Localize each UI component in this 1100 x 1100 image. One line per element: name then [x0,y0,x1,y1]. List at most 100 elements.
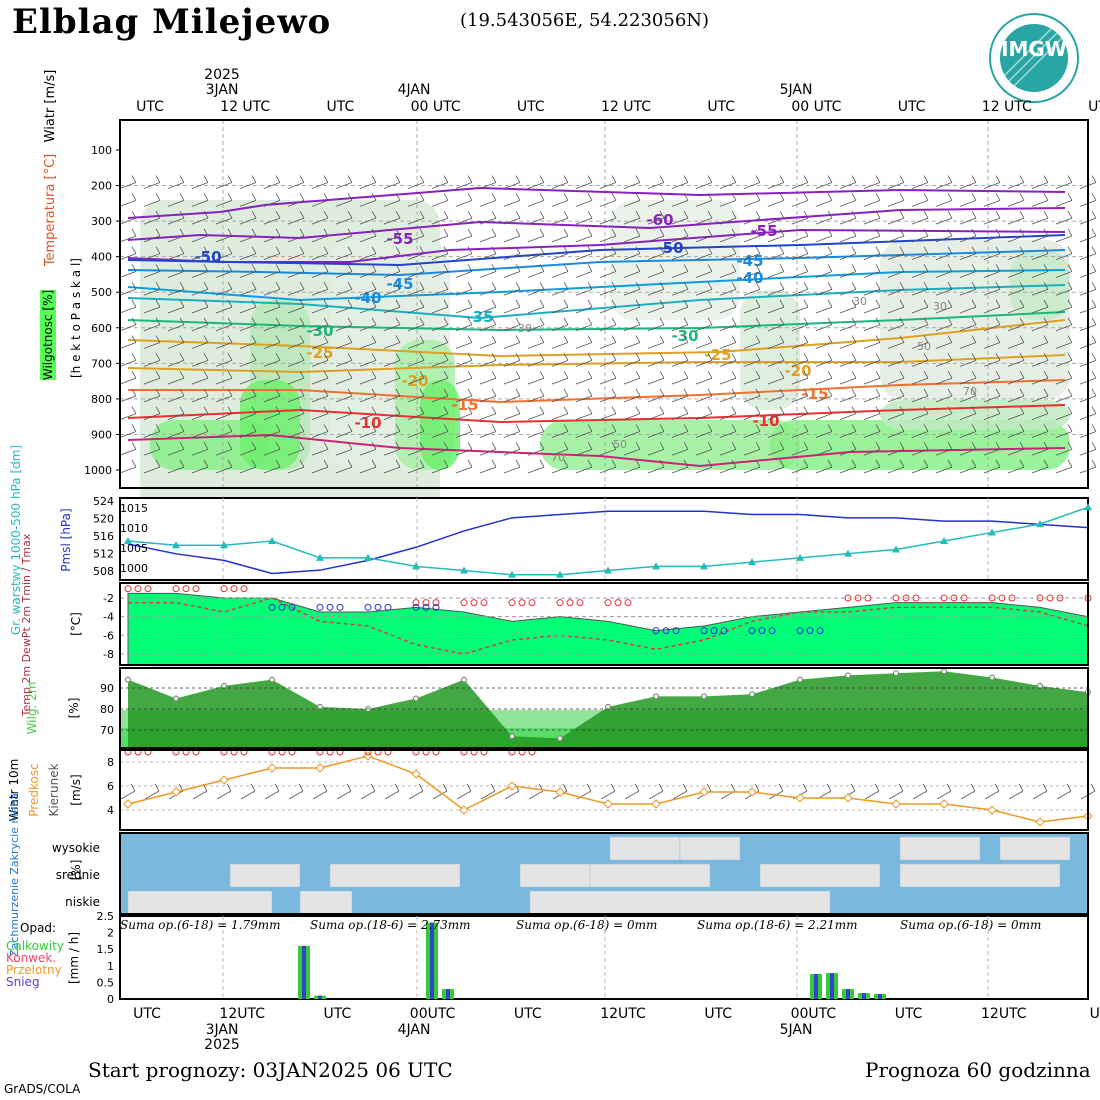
wind-barb [707,282,713,290]
wind-barb [431,413,449,421]
wind-barb [155,210,161,219]
wind-barb [563,370,569,379]
wind-barb [203,442,209,450]
wind-barb [371,370,377,379]
wind-barb [731,317,737,325]
wind-barb [563,264,569,272]
wind-barb [971,459,977,468]
wind-barb [395,353,401,361]
wind-barb [431,288,449,296]
wind-barb [479,395,497,403]
wind-barb [1031,288,1049,296]
wind-barb [587,264,593,272]
humidity-label: 30 [933,300,947,313]
wind-barb [251,282,257,290]
wind-barb [983,217,1001,225]
wind-barb [659,299,665,308]
wind-barb [191,359,209,367]
wind-barb [371,299,377,308]
wind-barb [647,466,665,474]
wind-barb [131,370,137,379]
wind-barb [167,466,185,474]
bottom-time-label: 00UTC [791,1006,837,1022]
wind-barb [671,253,689,261]
pressure-frame [119,497,1089,581]
tmax-marker [172,585,180,593]
wind-barb [539,424,545,432]
wind-barb [323,175,329,183]
wind-barb [911,342,929,349]
wind-barb [599,271,617,278]
wind-barb [1091,406,1097,414]
wind-barb [695,448,713,456]
wind-barb [935,235,953,243]
wind-barb [323,424,329,432]
wind-barb [131,406,137,414]
wind-barb [227,193,233,201]
wind-barb [887,448,905,456]
humidity-axis-label: Wilgotnosc [%] [41,290,55,380]
wind-barb [815,395,833,403]
wind-barb [443,388,449,397]
wind-barb [311,235,329,243]
wind-barb [479,466,497,474]
wind-speed-marker [219,775,229,785]
wind-barb [347,424,353,432]
wind-barb [815,413,833,421]
wind-barb [539,264,545,272]
wind-barb [227,282,233,290]
wind-barb [659,424,665,432]
wind-barb [299,459,305,468]
wind-barb [143,377,161,385]
wind-barb [1019,210,1025,219]
wind-barb [1091,335,1097,343]
wind-barb [1043,424,1049,432]
wind-barb [359,431,377,438]
wind-barb [635,193,641,201]
wind-barb [143,217,161,225]
wind-barb [527,324,545,332]
wind-barb [623,377,641,385]
cloud-level-label: srednie [56,868,100,882]
wind-barb [466,783,472,792]
wind-barb [899,459,905,468]
wind-barb [131,264,137,272]
wind-barb [899,175,905,183]
wind-barb [155,228,161,237]
wind-barb [335,413,353,421]
wind-barb [947,264,953,272]
wind-barb [383,466,401,474]
wind-barb [155,193,161,201]
wind-barb [671,306,689,314]
wind-barb [239,342,257,349]
cloud-block [899,863,1061,888]
wind-barb [1007,359,1025,367]
wind-barb [539,406,545,414]
wind-barb [527,271,545,278]
wind-barb [815,466,833,474]
wind-barb [659,228,665,237]
wind-barb [863,448,881,456]
wind-barb [227,228,233,237]
wind-barb [443,370,449,379]
wind-barb [179,175,185,183]
wind-barb [839,413,857,421]
wind-barb [119,466,137,474]
wind-barb [911,466,929,474]
wind-barb [647,288,665,296]
wind-barb [179,317,185,325]
wind-barb [707,335,713,343]
bottom-time-axis: UTC 12UTC UTC 00UTC UTC 12UTC UTC 00UTC UTC 12UTC… [133,1006,1100,1053]
wind-barb [1055,199,1073,207]
wind-barb [155,442,161,450]
wind-barb [959,271,977,278]
wind-barb [851,459,857,468]
wind-barb [719,466,737,474]
tmax-marker [192,585,200,593]
wind-barb [491,210,497,219]
wind-barb [275,282,281,290]
wind-barb [815,448,833,456]
wind-barb [1019,317,1025,325]
wind-barb [119,413,137,421]
wind-speed-marker [315,763,325,773]
